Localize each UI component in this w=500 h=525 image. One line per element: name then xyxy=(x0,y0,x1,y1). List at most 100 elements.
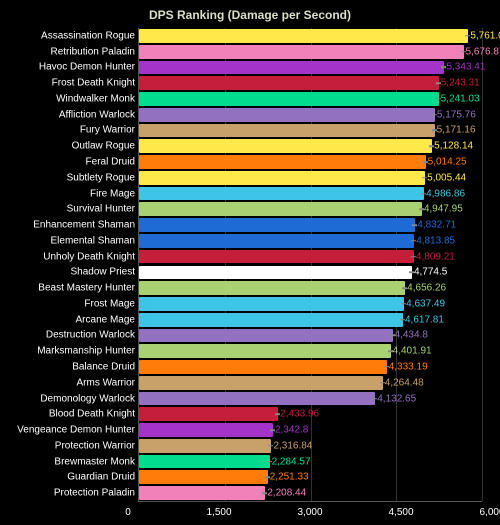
row-value: 4,986.86 xyxy=(424,188,465,199)
row-value: 5,241.03 xyxy=(439,93,480,104)
chart-row: Affliction Warlock5,175.76 xyxy=(139,107,435,123)
dps-ranking-chart: DPS Ranking (Damage per Second) Assassin… xyxy=(0,0,500,525)
bar xyxy=(139,76,439,90)
row-label: Balance Druid xyxy=(72,361,139,372)
row-value: 5,761.09 xyxy=(468,30,500,41)
chart-row: Fire Mage4,986.86 xyxy=(139,186,424,202)
bar xyxy=(139,344,391,358)
row-value: 2,433.96 xyxy=(278,409,319,420)
chart-row: Elemental Shaman4,813.85 xyxy=(139,233,414,249)
chart-row: Vengeance Demon Hunter2,342.8 xyxy=(139,422,273,438)
chart-row: Survival Hunter4,947.95 xyxy=(139,201,422,217)
bar xyxy=(139,202,422,216)
row-label: Blood Death Knight xyxy=(49,409,139,420)
chart-xaxis: 01,5003,0004,5006,000 xyxy=(128,507,492,521)
bar xyxy=(139,61,444,75)
row-value: 4,656.26 xyxy=(405,283,446,294)
row-label: Elemental Shaman xyxy=(51,235,140,246)
bar xyxy=(139,407,278,421)
bar xyxy=(139,124,435,138)
row-label: Windwalker Monk xyxy=(56,93,139,104)
row-label: Outlaw Rogue xyxy=(72,141,139,152)
chart-row: Unholy Death Knight4,809.21 xyxy=(139,249,414,265)
bar xyxy=(139,155,426,169)
bar xyxy=(139,376,383,390)
row-value: 4,809.21 xyxy=(414,251,455,262)
row-value: 4,132.65 xyxy=(375,393,416,404)
chart-row: Enhancement Shaman4,832.71 xyxy=(139,217,415,233)
row-value: 4,333.19 xyxy=(387,361,428,372)
row-label: Demonology Warlock xyxy=(40,393,139,404)
row-label: Guardian Druid xyxy=(67,472,139,483)
row-value: 4,264.48 xyxy=(383,377,424,388)
row-label: Marksmanship Hunter xyxy=(37,346,139,357)
row-label: Frost Mage xyxy=(84,298,139,309)
chart-row: Fury Warrior5,171.16 xyxy=(139,123,435,139)
bar xyxy=(139,392,375,406)
row-label: Arcane Mage xyxy=(76,314,139,325)
chart-row: Balance Druid4,333.19 xyxy=(139,359,387,375)
xaxis-tick: 0 xyxy=(125,507,131,518)
bar xyxy=(139,171,425,185)
row-value: 2,284.57 xyxy=(270,456,311,467)
chart-row: Windwalker Monk5,241.03 xyxy=(139,91,439,107)
row-value: 5,128.14 xyxy=(432,141,473,152)
chart-row: Arms Warrior4,264.48 xyxy=(139,375,383,391)
chart-row: Frost Death Knight5,243.31 xyxy=(139,75,439,91)
chart-row: Arcane Mage4,617.81 xyxy=(139,312,403,328)
row-value: 4,617.81 xyxy=(403,314,444,325)
chart-row: Subtlety Rogue5,005.44 xyxy=(139,170,425,186)
bar xyxy=(139,218,415,232)
row-label: Shadow Priest xyxy=(71,267,139,278)
row-label: Destruction Warlock xyxy=(46,330,139,341)
bar xyxy=(139,92,439,106)
bar xyxy=(139,313,403,327)
row-label: Affliction Warlock xyxy=(59,109,139,120)
row-value: 2,251.33 xyxy=(268,472,309,483)
bar xyxy=(139,329,393,343)
chart-row: Shadow Priest4,774.5 xyxy=(139,265,412,281)
row-label: Protection Paladin xyxy=(54,488,139,499)
chart-row: Beast Mastery Hunter4,656.26 xyxy=(139,280,405,296)
xaxis-tick: 3,000 xyxy=(297,507,322,518)
row-value: 5,243.31 xyxy=(439,78,480,89)
row-label: Assassination Rogue xyxy=(41,30,139,41)
chart-bars: Assassination Rogue5,761.09Retribution P… xyxy=(139,28,482,501)
row-label: Vengeance Demon Hunter xyxy=(17,425,139,436)
row-value: 4,813.85 xyxy=(414,235,455,246)
row-value: 5,676.87 xyxy=(464,46,500,57)
row-value: 2,208.44 xyxy=(265,488,306,499)
row-label: Protection Warrior xyxy=(55,440,139,451)
row-label: Brewmaster Monk xyxy=(54,456,139,467)
row-value: 4,774.5 xyxy=(412,267,447,278)
row-label: Frost Death Knight xyxy=(52,78,139,89)
chart-row: Retribution Paladin5,676.87 xyxy=(139,44,464,60)
chart-row: Protection Paladin2,208.44 xyxy=(139,485,265,501)
row-value: 2,316.84 xyxy=(271,440,312,451)
xaxis-tick: 1,500 xyxy=(206,507,231,518)
chart-row: Havoc Demon Hunter5,343.41 xyxy=(139,60,444,76)
bar xyxy=(139,423,273,437)
bar xyxy=(139,45,464,59)
bar xyxy=(139,360,387,374)
chart-row: Outlaw Rogue5,128.14 xyxy=(139,138,432,154)
row-value: 2,342.8 xyxy=(273,425,308,436)
bar xyxy=(139,266,412,280)
bar xyxy=(139,29,468,43)
bar xyxy=(139,297,404,311)
bar xyxy=(139,439,271,453)
row-label: Fury Warrior xyxy=(80,125,139,136)
row-label: Arms Warrior xyxy=(76,377,139,388)
chart-row: Protection Warrior2,316.84 xyxy=(139,438,271,454)
xaxis-tick: 6,000 xyxy=(479,507,500,518)
chart-row: Frost Mage4,637.49 xyxy=(139,296,404,312)
bar xyxy=(139,281,405,295)
row-label: Feral Druid xyxy=(86,157,139,168)
chart-title: DPS Ranking (Damage per Second) xyxy=(10,8,490,22)
row-label: Havoc Demon Hunter xyxy=(39,62,139,73)
bar xyxy=(139,187,424,201)
row-value: 4,832.71 xyxy=(415,220,456,231)
chart-row: Guardian Druid2,251.33 xyxy=(139,469,268,485)
row-label: Fire Mage xyxy=(90,188,139,199)
row-value: 4,637.49 xyxy=(404,298,445,309)
